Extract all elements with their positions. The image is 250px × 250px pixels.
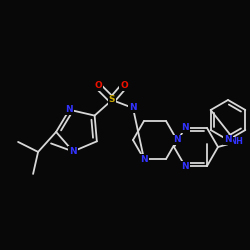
Text: N: N	[69, 147, 77, 156]
Text: O: O	[94, 82, 102, 90]
Text: S: S	[109, 96, 115, 104]
Text: N: N	[224, 136, 232, 144]
Text: O: O	[120, 82, 128, 90]
Text: N: N	[129, 104, 137, 112]
Text: NH: NH	[229, 138, 243, 146]
Text: N: N	[66, 105, 73, 114]
Text: N: N	[173, 136, 181, 144]
Text: N: N	[181, 124, 189, 132]
Text: N: N	[181, 162, 189, 170]
Text: N: N	[140, 154, 148, 164]
